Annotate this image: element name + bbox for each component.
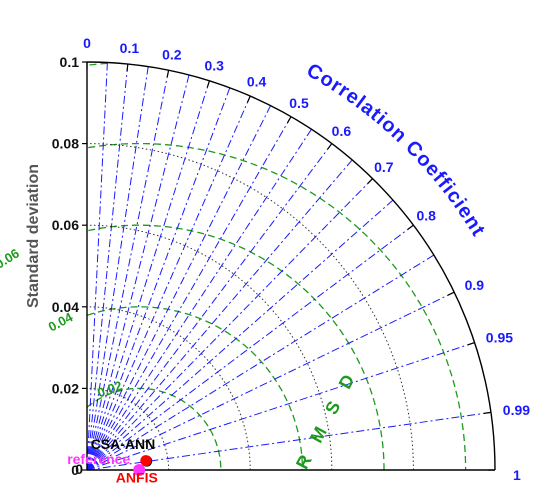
corr-tick-mark-11 xyxy=(483,411,491,414)
std-arc-2 xyxy=(86,224,333,471)
corr-tick-label-3: 0.3 xyxy=(204,58,224,74)
corr-tick-label-12: 1 xyxy=(513,467,521,483)
corr-tick-label-10: 0.95 xyxy=(486,330,513,346)
correlation-ray-18 xyxy=(86,199,394,471)
correlation-ray-6 xyxy=(86,178,373,471)
corr-tick-label-5: 0.5 xyxy=(289,95,309,111)
y-tick-label-0: 0 xyxy=(71,462,79,478)
rmsd-contour-2 xyxy=(88,224,385,470)
outer-arc xyxy=(86,61,496,471)
correlation-ray-8 xyxy=(86,291,455,471)
diagram-frame xyxy=(86,61,496,471)
corr-tick-label-4: 0.4 xyxy=(247,73,267,89)
std-tick-labels: 0 0.02 0.04 0.06 0.08 0.1 0 xyxy=(52,54,87,478)
rmsd-contours xyxy=(86,62,467,470)
correlation-ray-7 xyxy=(86,224,414,471)
reference-point xyxy=(133,464,146,476)
rmsd-label-0: 0.02 xyxy=(95,378,124,401)
rmsd-contour-0 xyxy=(86,387,222,470)
correlation-ray-13 xyxy=(86,74,190,471)
y-tick-label-1: 0.02 xyxy=(52,380,79,396)
corr-tick-mark-5 xyxy=(286,116,292,124)
correlation-ray-14 xyxy=(86,87,231,471)
model-label-anfis: ANFIS xyxy=(116,470,158,486)
rmsd-contour-3 xyxy=(88,142,467,470)
corr-tick-mark-7 xyxy=(367,178,374,185)
std-arc-3 xyxy=(86,143,414,471)
correlation-ray-2 xyxy=(86,80,210,471)
corr-tick-mark-8 xyxy=(407,224,414,230)
correlation-tick-labels: 0 0.1 0.2 0.3 0.4 0.5 0.6 0.7 0.8 0.9 0.95 0.99 1 xyxy=(83,35,530,483)
corr-tick-mark-10 xyxy=(467,342,475,346)
corr-tick-label-1: 0.1 xyxy=(120,40,140,56)
correlation-ray-16 xyxy=(86,129,312,471)
y-tick-label-4: 0.08 xyxy=(52,136,79,152)
corr-tick-label-11: 0.99 xyxy=(503,402,530,418)
correlation-ray-1 xyxy=(86,70,170,471)
correlation-ray-4 xyxy=(86,116,292,471)
std-arc-0 xyxy=(86,387,170,471)
y-tick-label-5: 0.1 xyxy=(60,54,80,70)
correlation-ray-17 xyxy=(86,159,353,471)
corr-tick-mark-1 xyxy=(126,63,129,72)
corr-tick-label-7: 0.7 xyxy=(374,159,394,175)
rmsd-label-2: 0.06 xyxy=(0,246,22,272)
corr-tick-mark-3 xyxy=(206,80,210,88)
y-axis-title: Standard deviation xyxy=(25,164,42,308)
correlation-title: Correlation Coefficient xyxy=(303,59,490,240)
x-tick-label-0: 0 xyxy=(75,461,83,477)
correlation-ray-0 xyxy=(86,63,129,471)
model-point-anfis xyxy=(140,455,152,467)
corr-tick-label-6: 0.6 xyxy=(332,123,352,139)
corr-tick-mark-6 xyxy=(327,143,333,150)
correlation-ray-19 xyxy=(86,254,435,471)
correlation-rays xyxy=(86,62,491,471)
corr-tick-mark-9 xyxy=(447,291,455,296)
correlation-ray-12 xyxy=(86,66,149,471)
correlation-ray-11 xyxy=(86,62,108,471)
corr-tick-label-9: 0.9 xyxy=(465,277,485,293)
std-arc-1 xyxy=(86,306,251,471)
corr-tick-label-0: 0 xyxy=(83,35,91,51)
corr-tick-label-2: 0.2 xyxy=(162,47,182,63)
y-tick-label-2: 0.04 xyxy=(52,299,79,315)
reference-label: reference xyxy=(67,451,130,467)
correlation-ray-3 xyxy=(86,95,251,471)
corr-tick-mark-2 xyxy=(166,70,170,78)
std-deviation-arcs xyxy=(86,143,414,471)
corr-tick-label-8: 0.8 xyxy=(416,208,436,224)
rmsd-contour-1 xyxy=(87,306,304,470)
correlation-ray-9 xyxy=(86,342,475,471)
rmsd-title: R M S D xyxy=(292,366,361,473)
model-label-csa-ann: CSA-ANN xyxy=(91,436,156,452)
correlation-ray-15 xyxy=(86,105,272,471)
correlation-ray-5 xyxy=(86,143,333,471)
correlation-ray-10 xyxy=(86,411,491,471)
y-tick-label-3: 0.06 xyxy=(52,217,79,233)
corr-tick-mark-4 xyxy=(246,95,251,103)
